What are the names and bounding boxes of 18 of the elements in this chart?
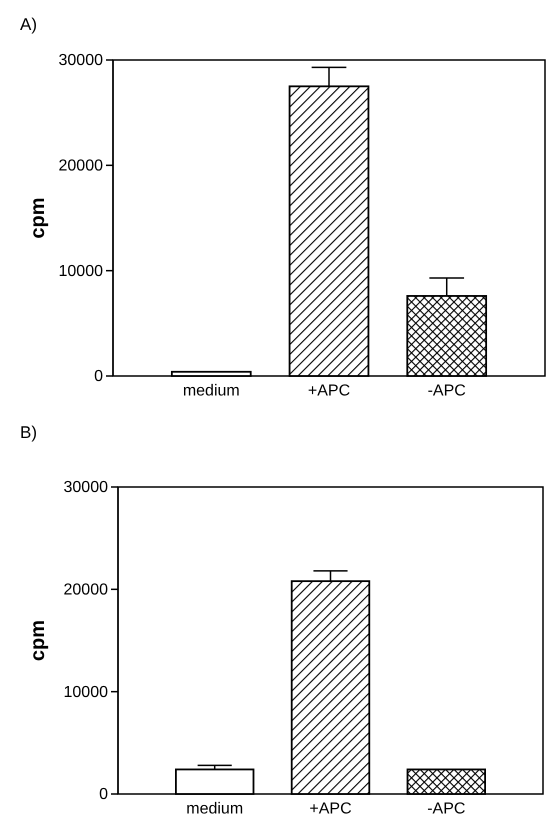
y-tick-label: 10000 bbox=[58, 262, 104, 280]
x-tick-label: -APC bbox=[428, 382, 466, 400]
y-tick-label: 10000 bbox=[64, 684, 108, 701]
y-tick-label: 30000 bbox=[64, 479, 108, 496]
y-tick-label: 0 bbox=[99, 786, 108, 804]
y-tick-label: 0 bbox=[94, 368, 104, 386]
y-axis-title: cpm bbox=[27, 197, 49, 239]
y-axis-title: cpm bbox=[27, 620, 49, 662]
chart-title: A) bbox=[20, 15, 37, 34]
x-tick-label: medium bbox=[182, 382, 240, 400]
x-tick-label: -APC bbox=[427, 800, 466, 817]
x-tick-label: +APC bbox=[309, 800, 352, 817]
y-tick-label: 20000 bbox=[64, 581, 108, 598]
chart-title: B) bbox=[20, 423, 37, 442]
y-tick-label: 20000 bbox=[58, 157, 104, 174]
x-tick-label: medium bbox=[186, 800, 244, 817]
x-tick-label: +APC bbox=[308, 382, 350, 400]
y-tick-label: 30000 bbox=[58, 52, 104, 70]
